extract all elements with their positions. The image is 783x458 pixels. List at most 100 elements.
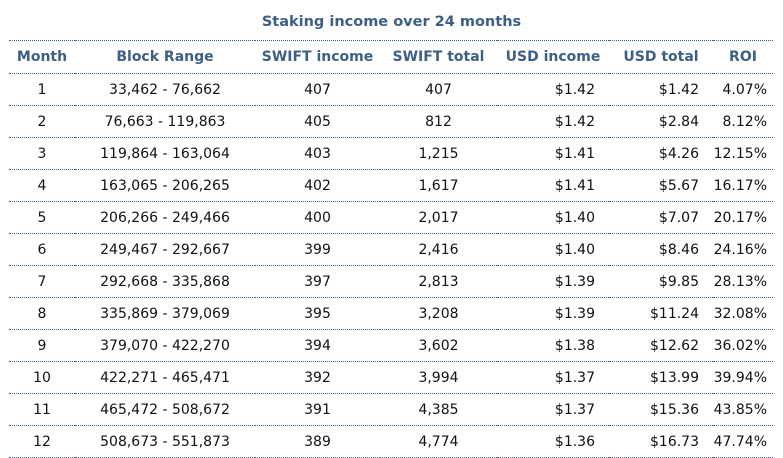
- cell-swift-total: 2,017: [380, 201, 497, 234]
- cell-swift-income: 394: [255, 329, 380, 362]
- cell-usd-total: $15.36: [609, 393, 713, 426]
- cell-usd-income: $1.42: [497, 105, 609, 138]
- cell-roi: 36.02%: [713, 329, 773, 362]
- cell-block-range: 292,668 - 335,868: [75, 265, 255, 298]
- cell-month: 1: [9, 73, 75, 106]
- table-row: 3 119,864 - 163,064 403 1,215 $1.41 $4.26 12.1…: [9, 137, 773, 170]
- cell-month: 3: [9, 137, 75, 170]
- cell-roi: 32.08%: [713, 297, 773, 330]
- cell-swift-income: 403: [255, 137, 380, 170]
- cell-block-range: 508,673 - 551,873: [75, 425, 255, 458]
- cell-usd-total: $12.62: [609, 329, 713, 362]
- cell-month: 4: [9, 169, 75, 202]
- cell-usd-income: $1.41: [497, 169, 609, 202]
- table-row: 7 292,668 - 335,868 397 2,813 $1.39 $9.85 28.1…: [9, 265, 773, 298]
- table-row: 4 163,065 - 206,265 402 1,617 $1.41 $5.67 16.1…: [9, 169, 773, 202]
- cell-usd-income: $1.36: [497, 425, 609, 458]
- cell-usd-total: $1.42: [609, 73, 713, 106]
- cell-swift-income: 405: [255, 105, 380, 138]
- cell-usd-income: $1.37: [497, 393, 609, 426]
- cell-swift-income: 402: [255, 169, 380, 202]
- cell-block-range: 206,266 - 249,466: [75, 201, 255, 234]
- cell-usd-total: $8.46: [609, 233, 713, 266]
- cell-roi: 43.85%: [713, 393, 773, 426]
- cell-swift-income: 389: [255, 425, 380, 458]
- cell-block-range: 249,467 - 292,667: [75, 233, 255, 266]
- cell-month: 5: [9, 201, 75, 234]
- cell-usd-total: $13.99: [609, 361, 713, 394]
- header-month: Month: [9, 40, 75, 74]
- cell-block-range: 465,472 - 508,672: [75, 393, 255, 426]
- cell-usd-total: $5.67: [609, 169, 713, 202]
- table-row: 1 33,462 - 76,662 407 407 $1.42 $1.42 4.07%: [9, 73, 773, 106]
- cell-month: 12: [9, 425, 75, 458]
- cell-block-range: 379,070 - 422,270: [75, 329, 255, 362]
- header-usd-income: USD income: [497, 40, 609, 74]
- cell-swift-income: 391: [255, 393, 380, 426]
- cell-swift-total: 3,602: [380, 329, 497, 362]
- cell-swift-income: 407: [255, 73, 380, 106]
- cell-usd-income: $1.40: [497, 233, 609, 266]
- cell-swift-total: 4,774: [380, 425, 497, 458]
- cell-usd-total: $2.84: [609, 105, 713, 138]
- cell-usd-total: $16.73: [609, 425, 713, 458]
- table-row: 12 508,673 - 551,873 389 4,774 $1.36 $16.73 47…: [9, 425, 773, 458]
- cell-month: 10: [9, 361, 75, 394]
- table-row: 8 335,869 - 379,069 395 3,208 $1.39 $11.24 32.…: [9, 297, 773, 330]
- cell-roi: 12.15%: [713, 137, 773, 170]
- table-body: 1 33,462 - 76,662 407 407 $1.42 $1.42 4.07% 2 76…: [9, 73, 773, 458]
- header-usd-total: USD total: [609, 40, 713, 74]
- table-row: 9 379,070 - 422,270 394 3,602 $1.38 $12.62 36.…: [9, 329, 773, 362]
- cell-roi: 20.17%: [713, 201, 773, 234]
- cell-month: 6: [9, 233, 75, 266]
- cell-month: 11: [9, 393, 75, 426]
- cell-block-range: 76,663 - 119,863: [75, 105, 255, 138]
- cell-block-range: 119,864 - 163,064: [75, 137, 255, 170]
- cell-swift-total: 1,617: [380, 169, 497, 202]
- cell-usd-income: $1.42: [497, 73, 609, 106]
- cell-swift-income: 397: [255, 265, 380, 298]
- header-row: Month Block Range SWIFT income SWIFT tot…: [9, 40, 773, 74]
- table-caption: Staking income over 24 months: [261, 14, 522, 30]
- header-block-range: Block Range: [75, 40, 255, 74]
- cell-swift-income: 400: [255, 201, 380, 234]
- cell-usd-total: $11.24: [609, 297, 713, 330]
- cell-roi: 8.12%: [713, 105, 773, 138]
- cell-swift-total: 3,994: [380, 361, 497, 394]
- cell-block-range: 335,869 - 379,069: [75, 297, 255, 330]
- cell-roi: 39.94%: [713, 361, 773, 394]
- cell-roi: 24.16%: [713, 233, 773, 266]
- cell-usd-total: $9.85: [609, 265, 713, 298]
- staking-income-table: Month Block Range SWIFT income SWIFT tot…: [9, 40, 773, 458]
- cell-roi: 4.07%: [713, 73, 773, 106]
- cell-block-range: 33,462 - 76,662: [75, 73, 255, 106]
- cell-swift-total: 1,215: [380, 137, 497, 170]
- cell-swift-total: 2,813: [380, 265, 497, 298]
- table-row: 11 465,472 - 508,672 391 4,385 $1.37 $15.36 43…: [9, 393, 773, 426]
- cell-month: 2: [9, 105, 75, 138]
- cell-roi: 47.74%: [713, 425, 773, 458]
- header-swift-income: SWIFT income: [255, 40, 380, 74]
- header-swift-total: SWIFT total: [380, 40, 497, 74]
- cell-block-range: 163,065 - 206,265: [75, 169, 255, 202]
- table-row: 10 422,271 - 465,471 392 3,994 $1.37 $13.99 39…: [9, 361, 773, 394]
- table-row: 2 76,663 - 119,863 405 812 $1.42 $2.84 8.12%: [9, 105, 773, 138]
- cell-swift-total: 2,416: [380, 233, 497, 266]
- table-row: 6 249,467 - 292,667 399 2,416 $1.40 $8.46 24.1…: [9, 233, 773, 266]
- cell-usd-income: $1.41: [497, 137, 609, 170]
- cell-swift-total: 3,208: [380, 297, 497, 330]
- cell-usd-income: $1.38: [497, 329, 609, 362]
- cell-block-range: 422,271 - 465,471: [75, 361, 255, 394]
- cell-usd-income: $1.40: [497, 201, 609, 234]
- cell-swift-income: 395: [255, 297, 380, 330]
- cell-month: 7: [9, 265, 75, 298]
- cell-usd-total: $4.26: [609, 137, 713, 170]
- cell-usd-income: $1.39: [497, 297, 609, 330]
- cell-usd-income: $1.37: [497, 361, 609, 394]
- cell-usd-income: $1.39: [497, 265, 609, 298]
- cell-swift-income: 392: [255, 361, 380, 394]
- header-roi: ROI: [713, 40, 773, 74]
- cell-swift-total: 812: [380, 105, 497, 138]
- cell-swift-total: 4,385: [380, 393, 497, 426]
